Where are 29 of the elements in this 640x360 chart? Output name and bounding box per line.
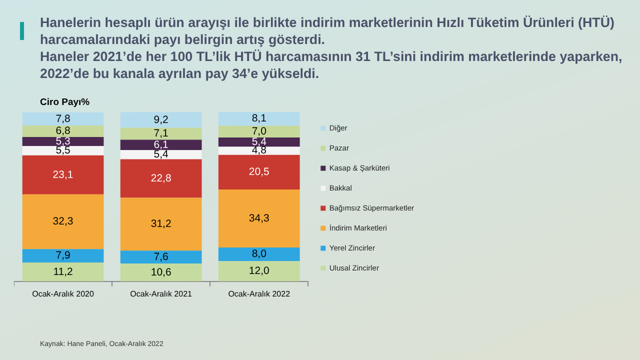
data-label: 7,0 <box>252 126 267 138</box>
x-tick-label: Ocak-Aralık 2022 <box>228 289 291 298</box>
data-label: 20,5 <box>248 166 270 178</box>
data-label: 5,4 <box>154 148 169 161</box>
x-tick-label: Ocak-Aralık 2021 <box>130 289 193 298</box>
data-label: 4,8 <box>252 144 267 157</box>
data-label: 9,2 <box>154 114 169 126</box>
data-label: 5,3 <box>56 135 70 148</box>
data-label: 12,0 <box>248 265 270 278</box>
x-tick-label: Ocak-Aralık 2020 <box>32 289 94 298</box>
y-axis-title: Ciro Payı% <box>40 97 90 108</box>
data-label: 32,3 <box>52 216 74 228</box>
data-label: 6,8 <box>56 125 70 138</box>
data-label: 22,8 <box>150 172 172 184</box>
data-label: 34,3 <box>248 212 270 224</box>
data-label: 8,0 <box>252 248 267 260</box>
data-label: 7,9 <box>56 250 70 262</box>
data-label: 6,1 <box>154 138 169 151</box>
chart-title: Hanelerin hesaplı ürün arayışı ile birlikte indirim marketlerinin Hızlı Tüketim Ürünleri (HTÜ) harcamalarındaki payı belirgin artış gösterdi. <box>40 14 616 48</box>
data-label: 10,6 <box>150 266 172 278</box>
chart-subtitle: Haneler 2021’de her 100 TL’lik HTÜ harcamasının 31 TL’sini indirim marketlerinde yaparken, 2022’de bu kanala ayrılan pay 34’e yükseldi. <box>40 48 624 82</box>
data-label: 7,1 <box>154 128 169 140</box>
data-label: 7,8 <box>56 112 70 125</box>
data-label: 7,6 <box>154 250 169 263</box>
data-label: 23,1 <box>52 168 74 181</box>
data-label: 31,2 <box>150 218 172 230</box>
data-label: 8,1 <box>252 112 267 125</box>
data-label: 5,5 <box>56 144 70 157</box>
data-label: 11,2 <box>53 266 74 278</box>
